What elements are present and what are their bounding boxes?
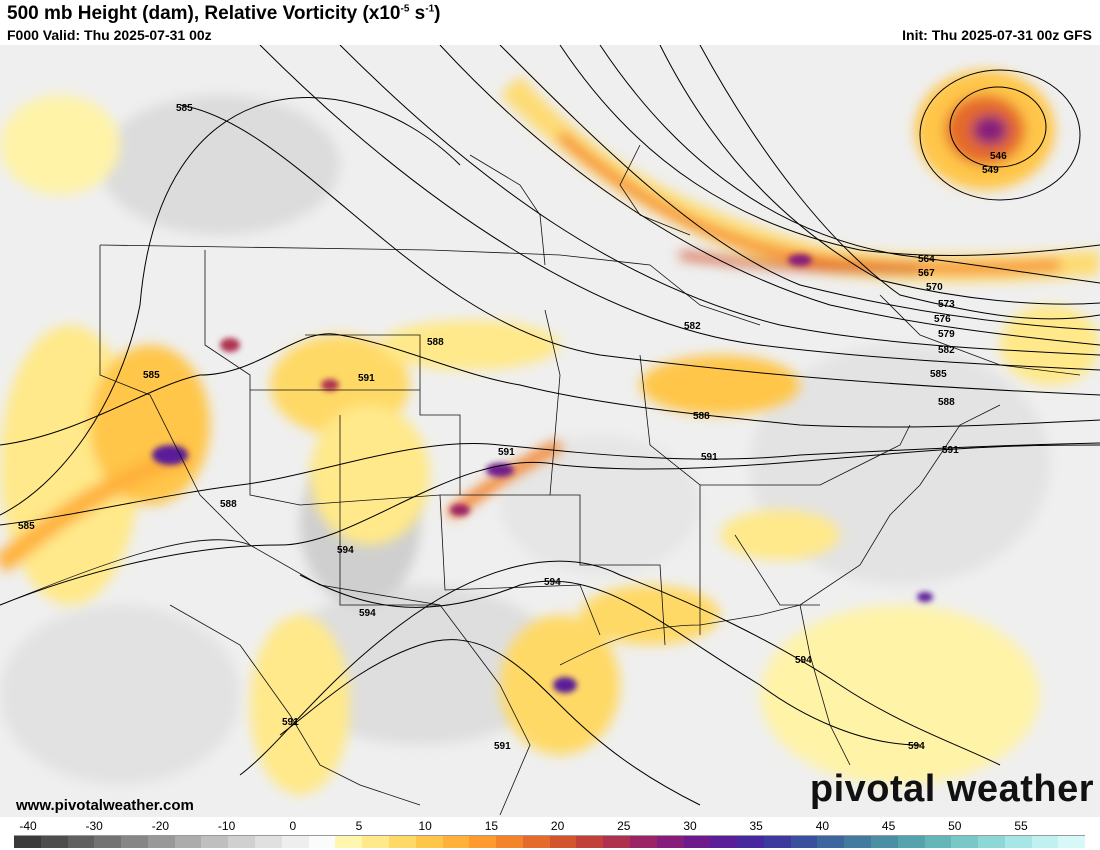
colorbar-label: 20	[550, 819, 565, 833]
colorbar-swatch	[576, 836, 604, 848]
contour-label: 591	[358, 373, 375, 384]
colorbar	[14, 835, 1086, 848]
contour-label: 588	[427, 337, 444, 348]
colorbar-swatch	[603, 836, 630, 848]
contour-label: 588	[220, 499, 237, 510]
colorbar-swatch	[147, 836, 175, 848]
colorbar-swatch	[978, 836, 1005, 848]
colorbar-swatch	[496, 836, 523, 848]
colorbar-swatch	[656, 836, 684, 848]
contour-label: 582	[684, 321, 701, 332]
map-canvas: 585 585 585 588 588 588 588 591 591 591 …	[0, 45, 1100, 817]
colorbar-swatch	[1004, 836, 1032, 848]
colorbar-swatch	[335, 836, 363, 848]
colorbar-swatch	[683, 836, 711, 848]
colorbar-label: 35	[749, 819, 763, 833]
height-contours	[0, 45, 1100, 806]
vorticity-maxima	[152, 254, 933, 693]
contour-label-group: 585 585 585 588 588 588 588 591 591 591 …	[18, 103, 1007, 752]
contour-label: 582	[938, 345, 955, 356]
colorbar-swatch	[67, 836, 95, 848]
valid-time: F000 Valid: Thu 2025-07-31 00z	[7, 27, 212, 43]
colorbar-swatch	[1031, 836, 1059, 848]
contour-label: 588	[693, 411, 710, 422]
contour-label: 549	[982, 165, 999, 176]
positive-vorticity-shading	[0, 70, 1100, 795]
colorbar-swatch	[522, 836, 550, 848]
colorbar-label: 30	[683, 819, 697, 833]
contour-label: 594	[795, 655, 812, 666]
colorbar-swatch	[897, 836, 925, 848]
colorbar-swatch	[201, 836, 229, 848]
colorbar-label: 55	[1014, 819, 1028, 833]
contour-label: 573	[938, 299, 955, 310]
contour-label: 591	[701, 452, 718, 463]
colorbar-label: -20	[151, 819, 170, 833]
colorbar-swatch	[94, 836, 122, 848]
colorbar-swatch	[388, 836, 416, 848]
colorbar-swatch	[255, 836, 282, 848]
colorbar-swatch	[844, 836, 871, 848]
contour-label: 591	[494, 741, 511, 752]
contour-label: 585	[930, 369, 947, 380]
political-boundaries	[0, 144, 1081, 816]
map-title: 500 mb Height (dam), Relative Vorticity …	[7, 3, 441, 24]
contour-label: 576	[934, 314, 951, 325]
colorbar-swatch	[14, 836, 41, 848]
colorbar-label: 45	[881, 819, 896, 833]
colorbar-swatch	[308, 836, 336, 848]
colorbar-swatch	[924, 836, 952, 848]
colorbar-swatch	[737, 836, 764, 848]
colorbar-label: 0	[289, 819, 297, 833]
colorbar-swatch	[549, 836, 577, 848]
colorbar-swatch	[362, 836, 389, 848]
colorbar-label: 10	[418, 819, 432, 833]
weather-map: 585 585 585 588 588 588 588 591 591 591 …	[0, 45, 1100, 817]
contour-label: 570	[926, 282, 943, 293]
colorbar-swatch	[1058, 836, 1086, 848]
contour-label: 591	[942, 445, 959, 456]
colorbar-label: 25	[617, 819, 631, 833]
contour-label: 564	[918, 254, 935, 265]
colorbar-swatch	[951, 836, 979, 848]
contour-label: 588	[938, 397, 955, 408]
colorbar-swatch	[40, 836, 68, 848]
colorbar-label: 15	[484, 819, 499, 833]
contour-label: 591	[498, 447, 515, 458]
colorbar-label: 5	[355, 819, 363, 833]
brand-logo: pivotal weather	[809, 768, 1094, 810]
contour-label: 567	[918, 268, 935, 279]
contour-label: 594	[908, 741, 925, 752]
colorbar-swatch	[817, 836, 845, 848]
init-time: Init: Thu 2025-07-31 00z GFS	[902, 27, 1092, 43]
contour-label: 594	[544, 577, 561, 588]
colorbar-label: -30	[85, 819, 103, 833]
negative-vorticity-shading	[0, 95, 1050, 785]
colorbar-label: 50	[948, 819, 962, 833]
contour-label: 594	[359, 608, 376, 619]
contour-label: 594	[337, 545, 354, 556]
colorbar-swatch	[629, 836, 657, 848]
colorbar-swatch	[469, 836, 497, 848]
contour-label: 546	[990, 151, 1007, 162]
colorbar-swatch	[281, 836, 309, 848]
website-watermark: www.pivotalweather.com	[16, 797, 194, 814]
colorbar-swatch	[871, 836, 898, 848]
colorbar-label: 40	[815, 819, 830, 833]
colorbar-swatch	[790, 836, 818, 848]
colorbar-swatch	[228, 836, 256, 848]
contour-label: 579	[938, 329, 955, 340]
colorbar-swatch	[415, 836, 443, 848]
contour-label: 585	[18, 521, 35, 532]
colorbar-swatch	[763, 836, 791, 848]
colorbar-label: -40	[19, 819, 37, 833]
colorbar-swatch	[174, 836, 202, 848]
colorbar-swatch	[442, 836, 470, 848]
contour-label: 585	[176, 103, 193, 114]
colorbar-label: -10	[217, 819, 236, 833]
contour-label: 585	[143, 370, 160, 381]
colorbar-swatch	[710, 836, 738, 848]
colorbar-swatch	[121, 836, 148, 848]
contour-label: 591	[282, 717, 299, 728]
